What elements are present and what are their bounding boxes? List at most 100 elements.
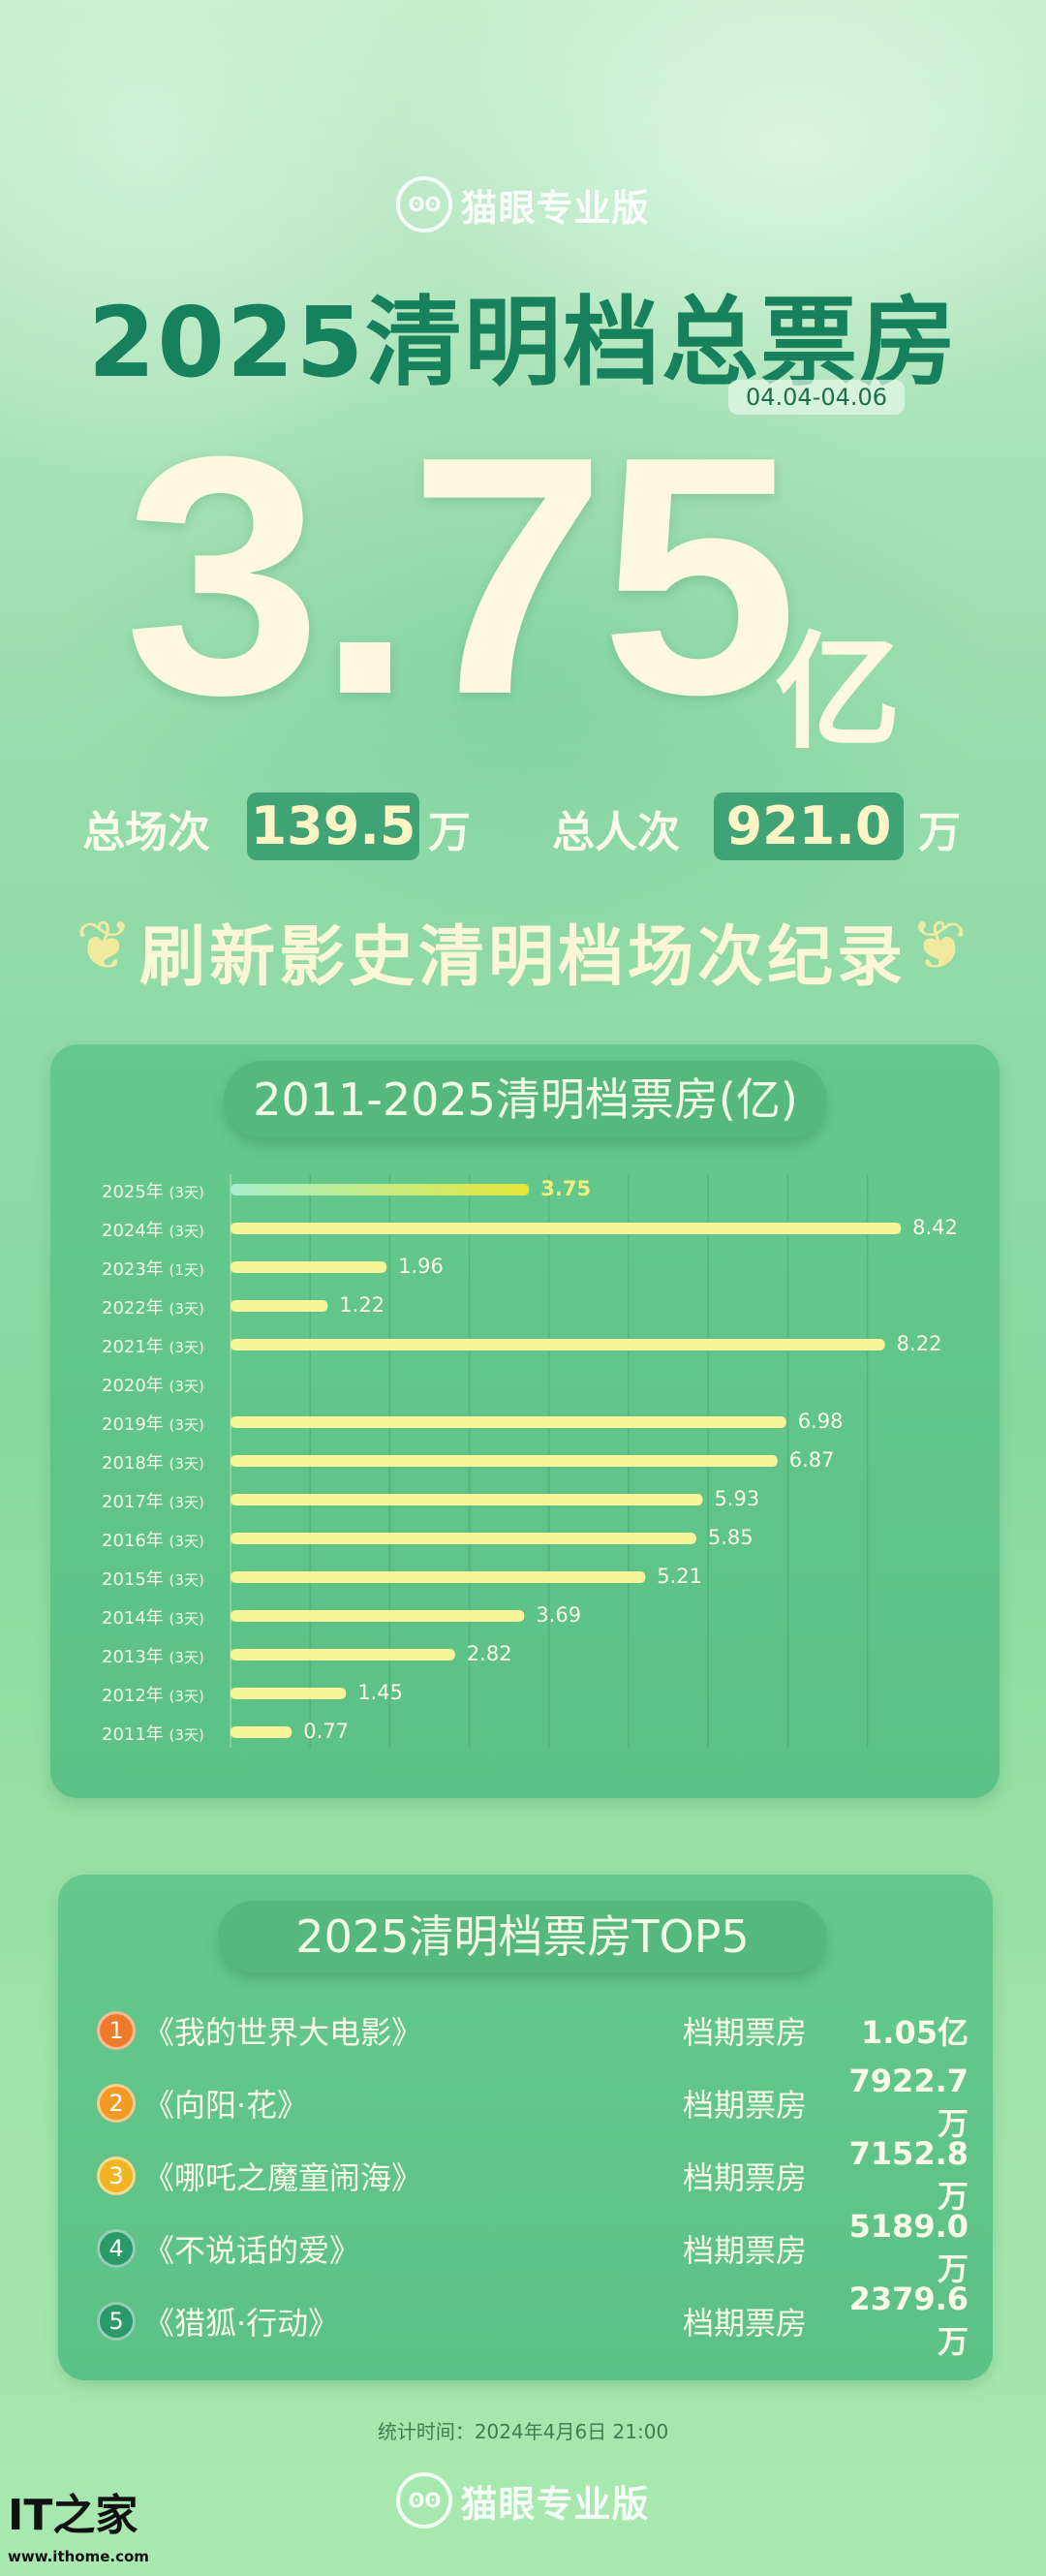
top5-row: 3 《哪吒之魔童闹海》 档期票房 7152.8万 — [97, 2135, 969, 2215]
movie-title: 《不说话的爱》 — [143, 2232, 361, 2269]
box-office-label: 档期票房 — [683, 2159, 808, 2196]
year-label: 2023年 (1天) — [102, 1256, 226, 1281]
year-label: 2012年 (3天) — [102, 1682, 226, 1707]
value-label: 8.22 — [896, 1332, 942, 1355]
year-label: 2011年 (3天) — [102, 1721, 226, 1746]
bar — [231, 1649, 455, 1660]
record-slogan: 刷新影史清明档场次纪录 — [138, 919, 907, 996]
value-label: 2.82 — [466, 1642, 512, 1665]
year-label: 2017年 (3天) — [102, 1488, 226, 1513]
year-text: 2011年 — [102, 1724, 164, 1745]
year-text: 2021年 — [102, 1337, 164, 1357]
screenings-value: 139.5 — [247, 792, 419, 860]
bar — [231, 1223, 902, 1234]
laurel-left-icon: ❦ — [76, 906, 133, 985]
year-text: 2023年 — [102, 1259, 164, 1280]
bar-chart — [230, 1174, 902, 1748]
stat-time: 统计时间：2024年4月6日 21:00 — [377, 2420, 669, 2443]
box-office-value: 7922.7万 — [848, 2063, 969, 2142]
year-label: 2024年 (3天) — [102, 1217, 226, 1242]
year-label: 2019年 (3天) — [102, 1411, 226, 1436]
maoyan-logo: ʘʘ 猫眼专业版 — [0, 176, 1046, 233]
bar — [231, 1494, 703, 1505]
days-text: (3天) — [169, 1223, 204, 1240]
box-office-value: 7152.8万 — [848, 2135, 969, 2215]
footer-brand: 猫眼专业版 — [460, 2482, 650, 2526]
box-office-label: 档期票房 — [683, 2087, 808, 2124]
days-text: (3天) — [169, 1416, 204, 1434]
year-text: 2016年 — [102, 1531, 164, 1551]
days-text: (3天) — [169, 1184, 204, 1201]
value-label: 6.87 — [788, 1448, 835, 1472]
movie-title: 《哪吒之魔童闹海》 — [143, 2159, 423, 2196]
top5-row: 5 《猎狐·行动》 档期票房 2379.6万 — [97, 2281, 969, 2360]
value-label: 1.96 — [398, 1255, 444, 1278]
admissions-unit: 万 — [918, 808, 961, 857]
bar — [231, 1610, 525, 1622]
ithome-watermark: IT之家 — [8, 2491, 138, 2540]
chart-title: 2011-2025清明档票房(亿) — [224, 1061, 827, 1138]
top5-row: 2 《向阳·花》 档期票房 7922.7万 — [97, 2063, 969, 2142]
days-text: (3天) — [169, 1494, 204, 1511]
bar — [231, 1571, 646, 1583]
brand-name: 猫眼专业版 — [460, 186, 650, 230]
year-text: 2019年 — [102, 1414, 164, 1435]
bar — [231, 1455, 778, 1467]
year-text: 2024年 — [102, 1221, 164, 1241]
movie-title: 《我的世界大电影》 — [143, 2014, 423, 2051]
year-text: 2025年 — [102, 1182, 164, 1202]
bar — [231, 1416, 786, 1428]
value-label: 5.21 — [657, 1565, 703, 1588]
rank-badge: 3 — [97, 2157, 136, 2195]
value-label: 1.45 — [357, 1681, 403, 1704]
box-office-value: 1.05亿 — [861, 2014, 969, 2051]
ithome-url: www.ithome.com — [8, 2548, 149, 2565]
days-text: (3天) — [169, 1610, 204, 1628]
bar — [231, 1300, 328, 1312]
year-text: 2017年 — [102, 1492, 164, 1512]
bar — [231, 1688, 347, 1699]
movie-title: 《向阳·花》 — [143, 2087, 309, 2124]
year-label: 2014年 (3天) — [102, 1604, 226, 1629]
value-label: 3.75 — [540, 1177, 592, 1200]
days-text: (3天) — [169, 1339, 204, 1356]
year-label: 2020年 (3天) — [102, 1372, 226, 1397]
date-range-badge: 04.04-04.06 — [728, 380, 905, 415]
year-label: 2018年 (3天) — [102, 1449, 226, 1474]
year-label: 2013年 (3天) — [102, 1643, 226, 1668]
days-text: (3天) — [169, 1455, 204, 1473]
rank-badge: 2 — [97, 2084, 136, 2123]
bar — [231, 1726, 292, 1738]
year-text: 2018年 — [102, 1453, 164, 1474]
box-office-label: 档期票房 — [683, 2305, 808, 2342]
days-text: (3天) — [169, 1378, 204, 1395]
year-text: 2015年 — [102, 1569, 164, 1590]
admissions-value: 921.0 — [714, 792, 904, 860]
year-label: 2016年 (3天) — [102, 1527, 226, 1552]
days-text: (3天) — [169, 1688, 204, 1705]
year-text: 2022年 — [102, 1298, 164, 1319]
year-label: 2015年 (3天) — [102, 1566, 226, 1591]
days-text: (1天) — [169, 1261, 204, 1279]
value-label: 6.98 — [797, 1410, 844, 1433]
bar — [231, 1184, 530, 1195]
bar — [231, 1261, 387, 1273]
value-label: 8.42 — [912, 1216, 958, 1239]
year-label: 2021年 (3天) — [102, 1333, 226, 1358]
days-text: (3天) — [169, 1533, 204, 1550]
movie-title: 《猎狐·行动》 — [143, 2305, 340, 2342]
bar — [231, 1533, 696, 1544]
days-text: (3天) — [169, 1649, 204, 1666]
screenings-unit: 万 — [428, 808, 471, 857]
value-label: 5.85 — [707, 1526, 754, 1549]
total-unit: 亿 — [775, 619, 902, 766]
box-office-label: 档期票房 — [683, 2014, 808, 2051]
value-label: 5.93 — [714, 1487, 760, 1510]
bar — [231, 1339, 885, 1350]
days-text: (3天) — [169, 1726, 204, 1744]
cat-face-icon: ʘʘ — [396, 2472, 453, 2529]
box-office-label: 档期票房 — [683, 2232, 808, 2269]
rank-badge: 4 — [97, 2229, 136, 2268]
rank-badge: 1 — [97, 2011, 136, 2050]
box-office-value: 5189.0万 — [848, 2208, 969, 2287]
